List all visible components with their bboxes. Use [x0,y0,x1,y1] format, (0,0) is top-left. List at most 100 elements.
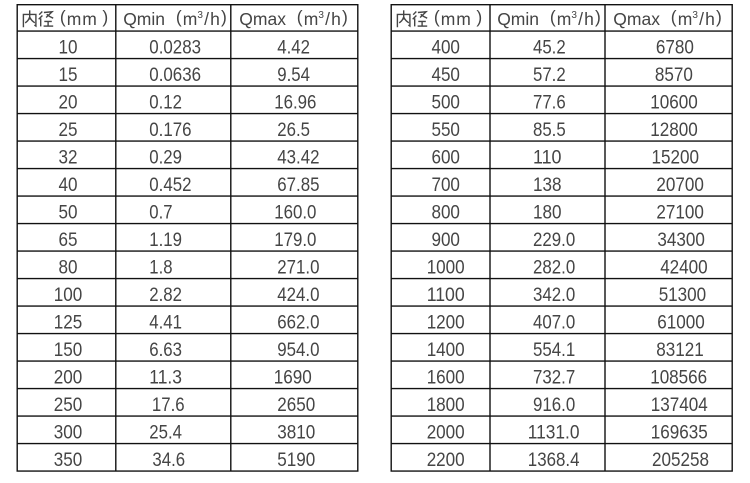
svg-text:100: 100 [54,285,83,306]
svg-text:1600: 1600 [427,368,465,389]
svg-text:400: 400 [431,38,460,59]
svg-text:17.6: 17.6 [152,395,185,416]
svg-text:6.63: 6.63 [149,340,182,361]
svg-text:450: 450 [431,65,460,86]
svg-text:32: 32 [59,148,78,169]
svg-text:954.0: 954.0 [277,340,319,361]
svg-text:12800: 12800 [650,120,698,141]
svg-text:160.0: 160.0 [274,203,316,224]
svg-text:27100: 27100 [656,203,704,224]
svg-text:25.4: 25.4 [149,423,182,444]
svg-text:25: 25 [59,120,78,141]
svg-text:282.0: 282.0 [533,258,575,279]
svg-text:(mm): (mm) [60,7,109,29]
svg-text:65: 65 [59,230,78,251]
svg-text:1690: 1690 [274,368,312,389]
svg-text:15200: 15200 [652,148,700,169]
svg-text:1.19: 1.19 [149,230,182,251]
svg-text:180: 180 [533,203,562,224]
svg-text:2650: 2650 [277,395,315,416]
svg-text:43.42: 43.42 [277,148,319,169]
svg-text:342.0: 342.0 [533,285,575,306]
svg-text:350: 350 [54,450,83,471]
svg-text:45.2: 45.2 [533,38,566,59]
svg-text:0.12: 0.12 [149,93,182,114]
svg-text:662.0: 662.0 [277,313,319,334]
svg-text:407.0: 407.0 [533,313,575,334]
svg-text:4.41: 4.41 [149,313,182,334]
svg-text:300: 300 [54,423,83,444]
svg-text:1000: 1000 [427,258,465,279]
svg-text:600: 600 [431,148,460,169]
svg-text:(mm): (mm) [434,7,483,29]
svg-text:110: 110 [533,148,562,169]
svg-text:Qmin(m3/h): Qmin (m3/h) [497,7,601,29]
svg-text:0.29: 0.29 [149,148,182,169]
svg-text:550: 550 [431,120,460,141]
svg-text:125: 125 [54,313,83,334]
svg-text:916.0: 916.0 [533,395,575,416]
svg-text:554.1: 554.1 [533,340,575,361]
svg-text:42400: 42400 [660,258,708,279]
svg-text:2.82: 2.82 [149,285,182,306]
svg-text:83121: 83121 [656,340,704,361]
svg-text:9.54: 9.54 [277,65,310,86]
svg-text:732.7: 732.7 [533,368,575,389]
svg-text:250: 250 [54,395,83,416]
svg-text:1800: 1800 [427,395,465,416]
svg-text:80: 80 [59,258,78,279]
svg-text:179.0: 179.0 [274,230,316,251]
svg-text:1400: 1400 [427,340,465,361]
svg-text:0.0636: 0.0636 [149,65,201,86]
svg-text:700: 700 [431,175,460,196]
svg-text:34300: 34300 [657,230,705,251]
svg-text:77.6: 77.6 [533,93,566,114]
svg-text:205258: 205258 [652,450,709,471]
svg-text:85.5: 85.5 [533,120,566,141]
svg-text:67.85: 67.85 [277,175,319,196]
svg-text:0.452: 0.452 [149,175,191,196]
svg-text:1200: 1200 [427,313,465,334]
svg-text:424.0: 424.0 [277,285,319,306]
svg-text:2200: 2200 [427,450,465,471]
svg-text:0.176: 0.176 [149,120,191,141]
svg-text:40: 40 [59,175,78,196]
svg-text:3810: 3810 [277,423,315,444]
svg-text:0.0283: 0.0283 [149,38,201,59]
svg-text:1131.0: 1131.0 [528,423,580,444]
svg-text:800: 800 [431,203,460,224]
svg-text:2000: 2000 [427,423,465,444]
svg-text:138: 138 [533,175,562,196]
svg-text:1100: 1100 [427,285,465,306]
svg-text:34.6: 34.6 [152,450,185,471]
svg-text:51300: 51300 [659,285,707,306]
svg-text:137404: 137404 [651,395,708,416]
svg-text:50: 50 [59,203,78,224]
svg-text:26.5: 26.5 [277,120,310,141]
svg-text:6780: 6780 [656,38,694,59]
svg-text:900: 900 [431,230,460,251]
svg-text:150: 150 [54,340,83,361]
svg-text:0.7: 0.7 [149,203,172,224]
svg-text:8570: 8570 [655,65,693,86]
svg-text:500: 500 [431,93,460,114]
svg-text:10600: 10600 [650,93,698,114]
svg-text:61000: 61000 [657,313,705,334]
svg-text:200: 200 [54,368,83,389]
svg-text:Qmin(m3/h): Qmin (m3/h) [123,7,227,29]
svg-text:10: 10 [59,38,78,59]
svg-text:20: 20 [59,93,78,114]
svg-text:1.8: 1.8 [149,258,172,279]
svg-text:11.3: 11.3 [149,368,182,389]
svg-text:57.2: 57.2 [533,65,566,86]
svg-text:271.0: 271.0 [277,258,319,279]
svg-text:4.42: 4.42 [277,38,310,59]
svg-text:1368.4: 1368.4 [528,450,580,471]
svg-text:108566: 108566 [650,368,707,389]
svg-text:20700: 20700 [656,175,704,196]
svg-text:15: 15 [59,65,78,86]
svg-text:229.0: 229.0 [533,230,575,251]
svg-text:16.96: 16.96 [274,93,316,114]
svg-text:5190: 5190 [277,450,315,471]
svg-text:169635: 169635 [651,423,708,444]
